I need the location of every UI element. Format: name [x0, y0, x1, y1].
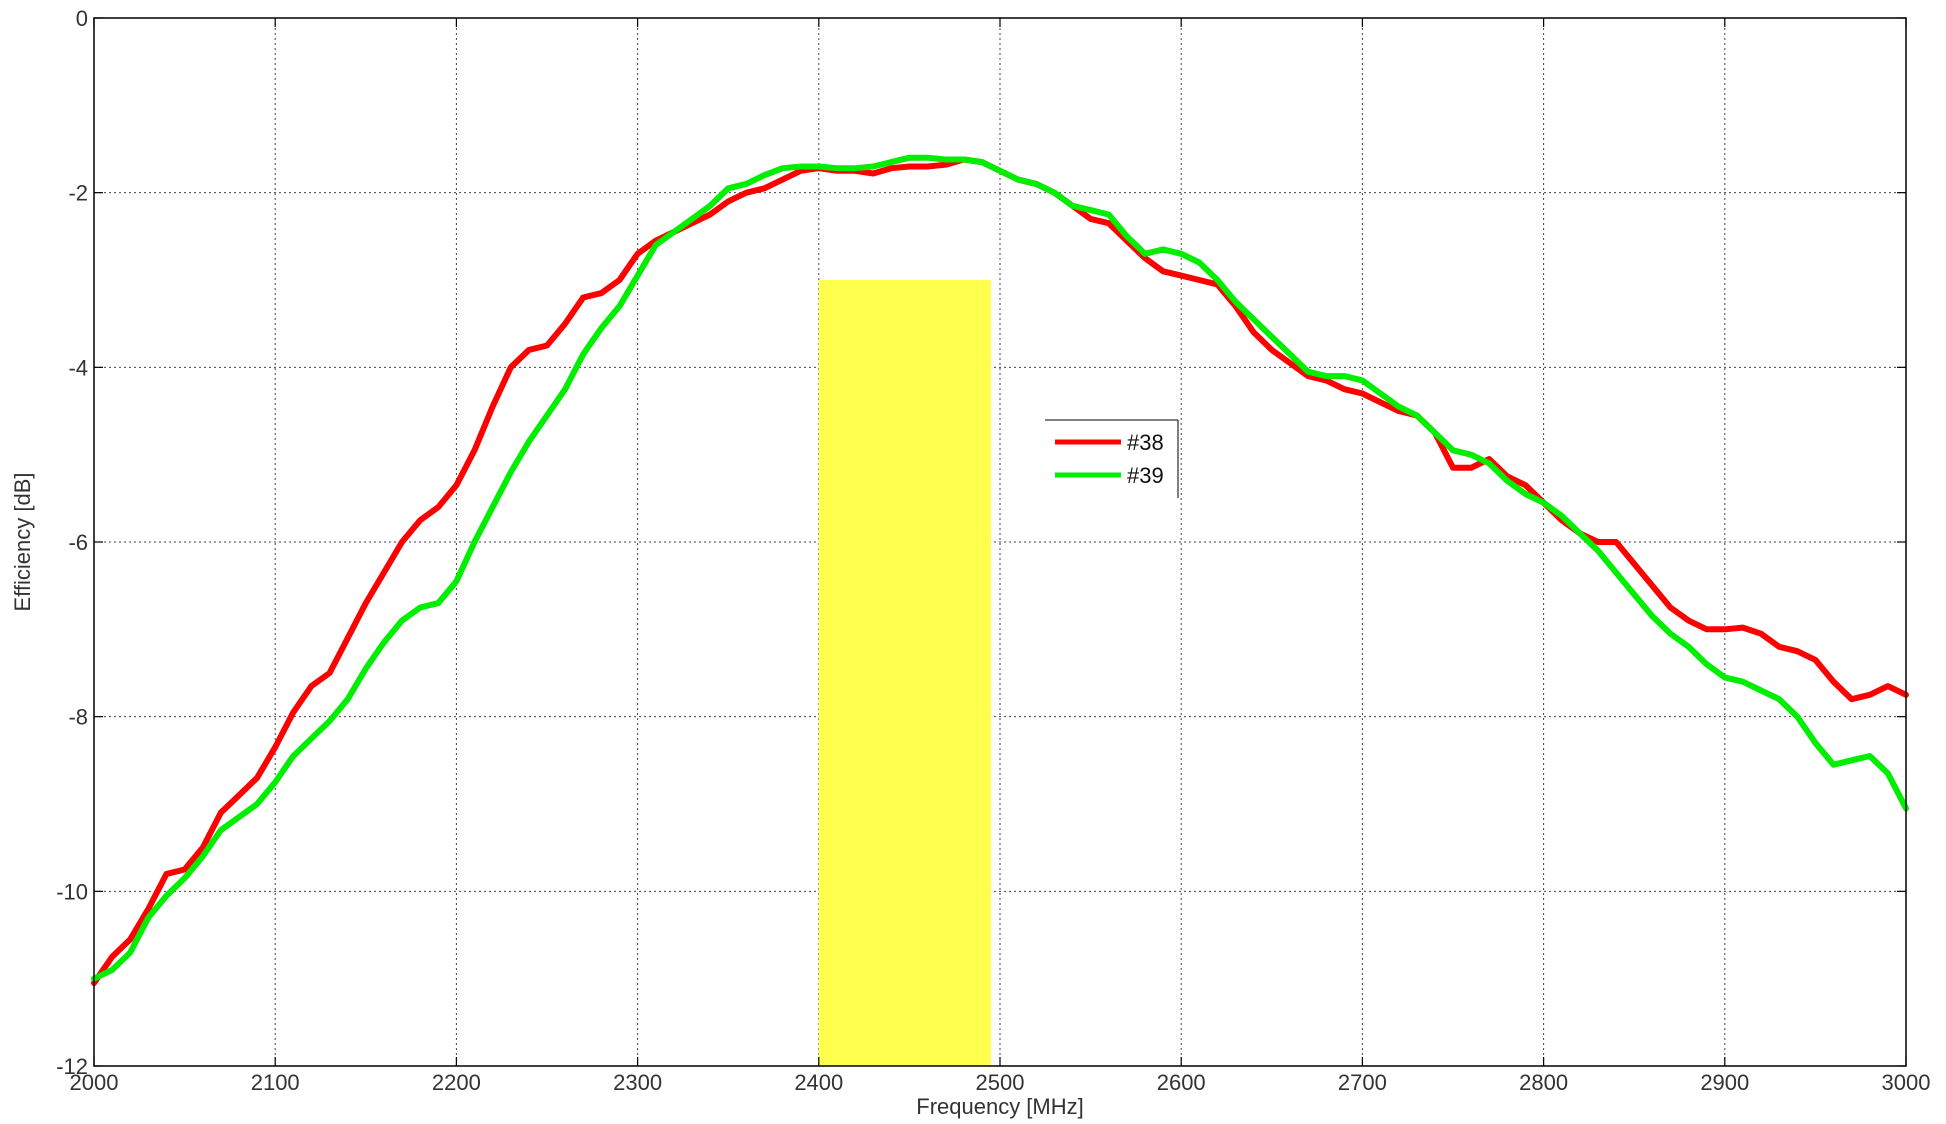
legend-label-38: #38 — [1127, 430, 1164, 455]
highlight-band — [818, 280, 991, 1066]
x-tick-label-2700: 2700 — [1338, 1070, 1387, 1095]
x-tick-label-3000: 3000 — [1882, 1070, 1931, 1095]
x-tick-label-2900: 2900 — [1700, 1070, 1749, 1095]
x-tick-label-2800: 2800 — [1519, 1070, 1568, 1095]
axis-ticks — [93, 17, 1907, 1067]
x-tick-label-2200: 2200 — [432, 1070, 481, 1095]
x-tick-label-2300: 2300 — [613, 1070, 662, 1095]
y-tick-label--12: -12 — [56, 1054, 88, 1079]
legend-label-39: #39 — [1127, 463, 1164, 488]
x-tick-label-2400: 2400 — [794, 1070, 843, 1095]
x-tick-label-2100: 2100 — [251, 1070, 300, 1095]
legend: #38 #39 — [1045, 419, 1179, 498]
series-lines — [91, 154, 1909, 986]
x-tick-label-2600: 2600 — [1157, 1070, 1206, 1095]
y-tick-label--4: -4 — [68, 355, 88, 380]
y-tick-label--6: -6 — [68, 530, 88, 555]
y-axis-label: Efficiency [dB] — [10, 473, 35, 612]
y-tick-label--10: -10 — [56, 879, 88, 904]
x-tick-label-2000: 2000 — [70, 1070, 119, 1095]
y-tick-labels: 0 -2 -4 -6 -8 -10 -12 — [56, 6, 88, 1079]
y-tick-label-0: 0 — [76, 6, 88, 31]
series-line-39 — [91, 154, 1909, 982]
x-axis-label: Frequency [MHz] — [916, 1094, 1084, 1119]
x-tick-label-2500: 2500 — [976, 1070, 1025, 1095]
y-tick-label--2: -2 — [68, 181, 88, 206]
y-tick-label--8: -8 — [68, 705, 88, 730]
x-tick-labels: 2000 2100 2200 2300 2400 2500 2600 2700 2800 2900… — [70, 1070, 1931, 1095]
legend-box — [1045, 420, 1178, 498]
